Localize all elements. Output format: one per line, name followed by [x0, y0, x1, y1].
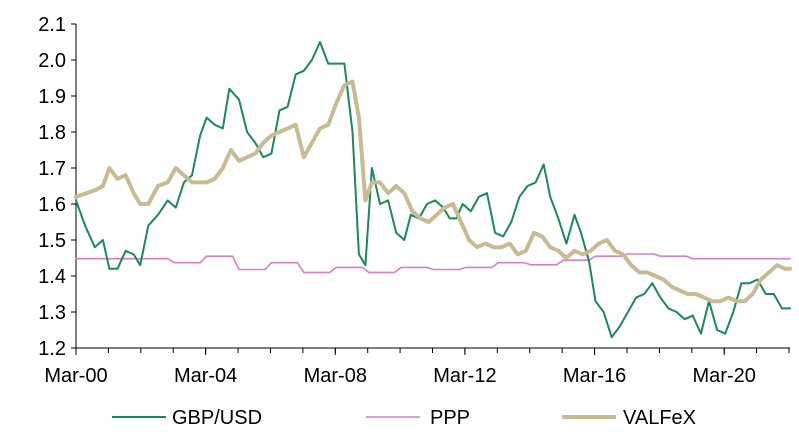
series-line-valfex — [74, 79, 792, 304]
series-layer — [74, 41, 792, 339]
legend-label-gbp-usd: GBP/USD — [172, 407, 262, 429]
chart-legend: GBP/USD PPP VALFeX — [112, 407, 696, 429]
x-tick-label: Mar-20 — [693, 365, 756, 387]
x-tick-label: Mar-16 — [563, 365, 626, 387]
series-line-gbp-usd — [75, 41, 791, 339]
y-tick-label: 1.2 — [38, 338, 66, 360]
y-tick-label: 2.1 — [38, 14, 66, 36]
y-tick-label: 1.3 — [38, 302, 66, 324]
legend-label-ppp: PPP — [430, 407, 470, 429]
series-line-ppp — [75, 253, 791, 274]
legend-label-valfex: VALFeX — [623, 407, 696, 429]
y-tick-label: 1.9 — [38, 86, 66, 108]
chart-axes: 1.2 1.3 1.4 1.5 1.6 1.7 1.8 1.9 2.0 2.1 Mar-00 Mar-… — [38, 14, 790, 387]
x-tick-label: Mar-08 — [304, 365, 367, 387]
y-tick-label: 1.6 — [38, 194, 66, 216]
y-tick-label: 1.4 — [38, 266, 66, 288]
y-tick-label: 2.0 — [38, 50, 66, 72]
x-tick-label: Mar-12 — [433, 365, 496, 387]
x-tick-label: Mar-00 — [44, 365, 107, 387]
x-tick-label: Mar-04 — [174, 365, 237, 387]
y-tick-label: 1.8 — [38, 122, 66, 144]
y-tick-label: 1.5 — [38, 230, 66, 252]
y-tick-label: 1.7 — [38, 158, 66, 180]
